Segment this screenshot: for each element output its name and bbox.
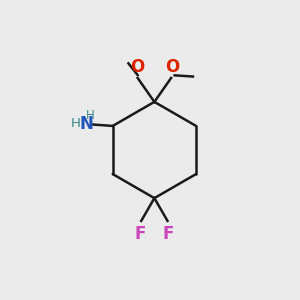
Text: O: O [165,58,180,76]
Text: N: N [80,115,93,133]
Text: H: H [71,117,81,130]
Text: O: O [130,58,145,76]
Text: H: H [85,109,94,122]
Text: F: F [163,225,174,243]
Text: F: F [135,225,146,243]
